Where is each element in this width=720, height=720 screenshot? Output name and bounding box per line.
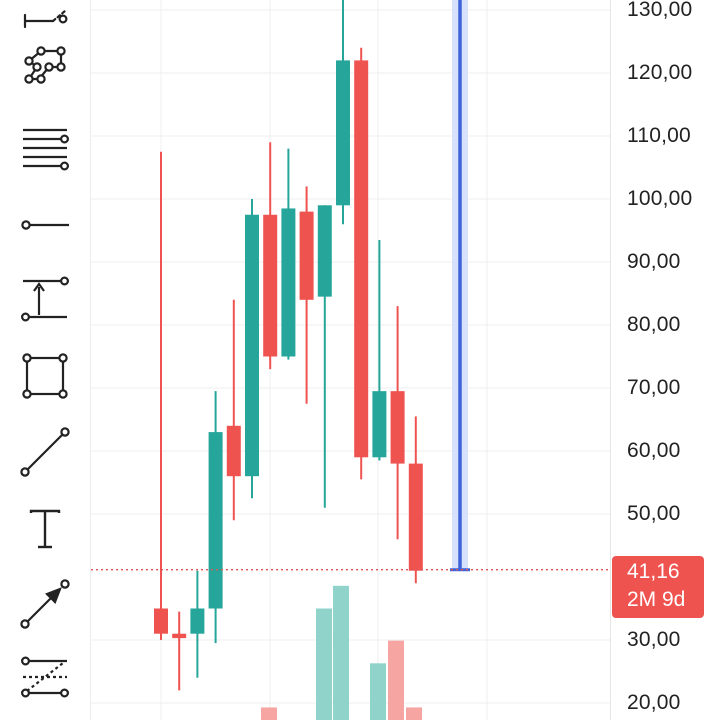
candles bbox=[154, 0, 423, 691]
tool-arrow[interactable] bbox=[15, 577, 75, 631]
volume-bar bbox=[316, 608, 332, 720]
price-range-icon bbox=[20, 276, 69, 322]
candle-body bbox=[299, 211, 314, 300]
tool-pitchfork[interactable] bbox=[15, 0, 75, 34]
chart-plot-area[interactable] bbox=[91, 0, 610, 720]
volume-bar bbox=[333, 585, 349, 720]
price-tick-label: 90,00 bbox=[627, 250, 681, 273]
price-tick-label: 130,00 bbox=[627, 0, 693, 21]
rectangle-icon bbox=[22, 353, 68, 399]
tool-fib-retracement[interactable] bbox=[15, 652, 75, 706]
candle-body bbox=[245, 214, 259, 477]
volume-bars bbox=[261, 585, 422, 720]
candle-body bbox=[263, 214, 278, 357]
volume-bar bbox=[261, 707, 277, 720]
candle-body bbox=[154, 608, 168, 634]
volume-bar bbox=[388, 640, 404, 720]
pattern-icon bbox=[24, 46, 66, 84]
drawing-toolbar bbox=[0, 0, 91, 720]
price-tick-label: 50,00 bbox=[627, 502, 681, 525]
tool-trend-line[interactable] bbox=[15, 425, 75, 479]
tool-horizontal-lines[interactable] bbox=[15, 121, 75, 175]
candle-body bbox=[372, 391, 387, 458]
horizontal-lines-icon bbox=[23, 128, 69, 171]
price-tick-label: 110,00 bbox=[627, 124, 691, 147]
price-tick-label: 60,00 bbox=[627, 439, 681, 462]
candle-body bbox=[408, 463, 423, 571]
candle-body bbox=[354, 60, 369, 458]
trend-line-icon bbox=[20, 427, 70, 477]
last-price-value: 41,16 bbox=[627, 560, 680, 583]
price-tick-label: 20,00 bbox=[627, 691, 681, 714]
candle-body bbox=[172, 633, 187, 639]
measure-tool[interactable] bbox=[450, 0, 470, 572]
tool-horizontal-ray[interactable] bbox=[15, 198, 75, 252]
volume-bar bbox=[370, 663, 386, 720]
price-tick-label: 120,00 bbox=[627, 61, 693, 84]
price-tick-label: 80,00 bbox=[627, 313, 681, 336]
arrow-icon bbox=[20, 579, 70, 629]
tool-price-range[interactable] bbox=[15, 272, 75, 326]
candle-body bbox=[390, 391, 405, 464]
tool-text[interactable] bbox=[15, 502, 75, 556]
fib-retracement-icon bbox=[20, 656, 69, 698]
candle-body bbox=[336, 60, 350, 206]
price-tick-label: 70,00 bbox=[627, 376, 681, 399]
candle-body bbox=[226, 425, 241, 477]
tool-pattern[interactable] bbox=[15, 44, 75, 98]
last-price-tag: 41,16 2M 9d bbox=[612, 556, 704, 618]
text-icon bbox=[29, 509, 61, 549]
candle-body bbox=[208, 432, 223, 609]
bar-countdown: 2M 9d bbox=[627, 588, 686, 611]
price-tick-label: 30,00 bbox=[627, 628, 681, 651]
pitchfork-icon bbox=[23, 9, 68, 29]
candle-body bbox=[281, 208, 296, 357]
candle-body bbox=[190, 608, 205, 634]
volume-bar bbox=[406, 707, 422, 720]
grid bbox=[91, 0, 610, 720]
price-tick-label: 100,00 bbox=[627, 187, 693, 210]
horizontal-ray-icon bbox=[21, 220, 69, 230]
candle-body bbox=[317, 205, 332, 297]
tool-rectangle[interactable] bbox=[15, 349, 75, 403]
